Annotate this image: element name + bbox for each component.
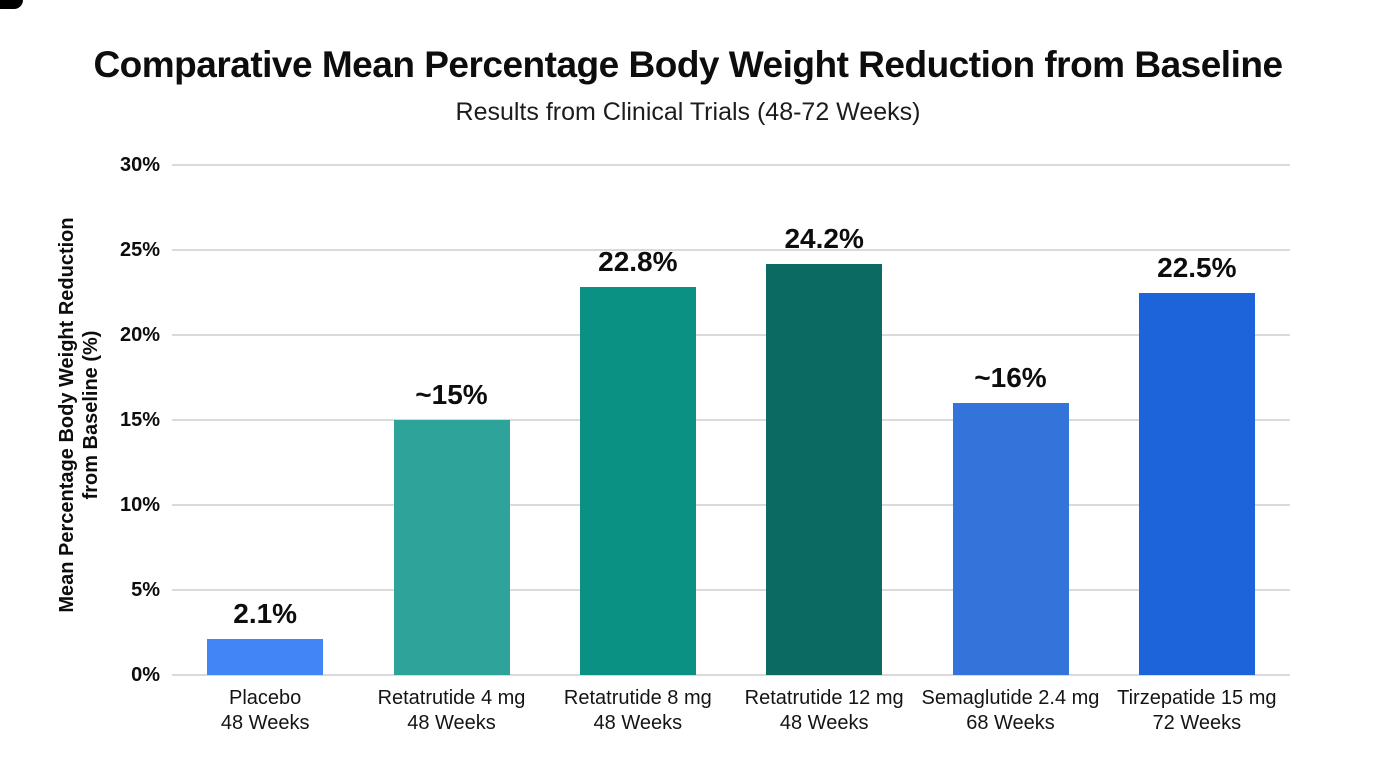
x-tick-label-line1: Retatrutide 4 mg: [377, 687, 526, 709]
y-tick-label: 30%: [119, 154, 160, 176]
gridline: [172, 419, 1290, 421]
x-tick-label-line2: 48 Weeks: [220, 712, 310, 734]
screen-corner-artifact: [0, 0, 23, 9]
y-tick-label: 25%: [119, 239, 160, 261]
chart-title: Comparative Mean Percentage Body Weight …: [93, 44, 1283, 85]
bar-semaglutide-2-4-mg: ~16%: [952, 362, 1069, 675]
x-tick-label-line2: 48 Weeks: [779, 712, 869, 734]
x-tick-label: Retatrutide 12 mg 48 Weeks: [731, 686, 917, 736]
gridline: [172, 589, 1290, 591]
x-tick-label: Retatrutide 8 mg 48 Weeks: [545, 686, 731, 736]
gridline: [172, 249, 1290, 251]
bar-value-label: 22.5%: [1157, 251, 1237, 283]
bar-value-label: 22.8%: [598, 246, 678, 278]
chart-subtitle: Results from Clinical Trials (48-72 Week…: [455, 98, 921, 126]
bar-retatrutide-12-mg: 24.2%: [766, 223, 883, 675]
bar-value-label: ~15%: [415, 379, 488, 410]
x-tick-label-line2: 72 Weeks: [1152, 712, 1242, 734]
y-tick-label: 10%: [119, 494, 160, 516]
bar-placebo: 2.1%: [207, 598, 324, 675]
x-tick-label-line2: 48 Weeks: [593, 712, 683, 734]
gridline: [172, 164, 1290, 166]
x-tick-label-line1: Placebo: [229, 687, 302, 709]
gridline: [172, 334, 1290, 336]
y-tick-label: 20%: [119, 324, 160, 346]
bar-value-label: ~16%: [974, 362, 1047, 393]
bar-value-label: 2.1%: [233, 598, 298, 630]
gridline: [172, 674, 1290, 676]
x-tick-label-line1: Retatrutide 8 mg: [563, 687, 712, 709]
x-tick-label-line1: Tirzepatide 15 mg: [1117, 687, 1277, 709]
bar-value-label: 24.2%: [784, 222, 864, 254]
x-tick-label: Semaglutide 2.4 mg 68 Weeks: [917, 686, 1103, 736]
x-tick-label-line2: 48 Weeks: [407, 712, 496, 734]
x-tick-label-line1: Retatrutide 12 mg: [744, 687, 904, 709]
x-axis: Placebo 48 Weeks Retatrutide 4 mg 48 Weeks R…: [172, 686, 1290, 746]
x-tick-label-line1: Semaglutide 2.4 mg: [921, 687, 1100, 709]
y-tick-label: 0%: [131, 664, 160, 686]
bar-retatrutide-4-mg: ~15%: [393, 379, 510, 675]
y-tick-label: 5%: [131, 579, 160, 601]
x-tick-label-line2: 68 Weeks: [966, 712, 1055, 734]
x-tick-label: Tirzepatide 15 mg 72 Weeks: [1104, 686, 1290, 736]
bar-retatrutide-8-mg: 22.8%: [579, 246, 696, 675]
bar-tirzepatide-15-mg: 22.5%: [1138, 252, 1255, 675]
plot-area: 2.1% ~15% 22.8% 24.2% ~16% 22.5%: [172, 164, 1290, 676]
x-tick-label: Placebo 48 Weeks: [172, 686, 358, 736]
gridline: [172, 504, 1290, 506]
y-tick-label: 15%: [119, 409, 160, 431]
x-tick-label: Retatrutide 4 mg 48 Weeks: [358, 686, 544, 736]
